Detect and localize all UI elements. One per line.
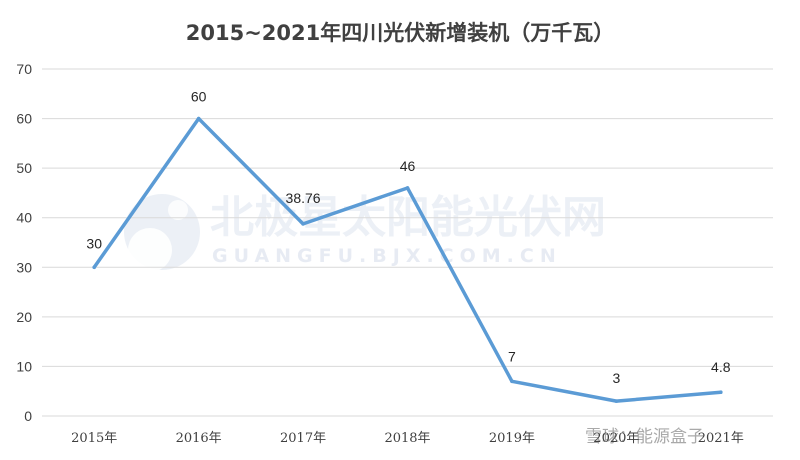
y-tick-label: 20	[16, 309, 32, 325]
data-label: 7	[508, 348, 516, 364]
x-tick-label: 2017年	[280, 431, 326, 446]
series-layer	[92, 116, 723, 403]
data-point	[614, 399, 619, 403]
watermark: 北极星太阳能光伏网 GUANGFU.BJX.COM.CN 雪球：能源盒子	[124, 192, 704, 447]
data-point	[510, 379, 514, 384]
y-tick-label: 0	[24, 408, 32, 424]
chart-title: 2015~2021年四川光伏新增装机（万千瓦）	[186, 21, 615, 45]
gridlines	[42, 68, 773, 417]
data-point	[92, 265, 97, 270]
data-label: 60	[191, 89, 207, 105]
x-tick-label: 2020年	[593, 431, 639, 446]
y-axis-ticks: 0 10 20 30 40 50 60 70	[16, 61, 32, 424]
data-label: 4.8	[711, 359, 731, 375]
x-tick-label: 2019年	[489, 431, 535, 446]
data-label: 30	[86, 235, 102, 251]
x-tick-label: 2018年	[384, 431, 430, 446]
watermark-domain: GUANGFU.BJX.COM.CN	[212, 245, 562, 267]
y-tick-label: 10	[16, 358, 32, 374]
data-label: 46	[400, 158, 416, 174]
data-point	[196, 116, 201, 121]
watermark-stamp: 雪球：能源盒子	[585, 427, 704, 447]
data-label: 38.76	[286, 190, 321, 206]
y-tick-label: 60	[16, 111, 32, 127]
data-point	[718, 390, 723, 395]
x-tick-label: 2015年	[71, 431, 117, 446]
data-labels: 30 60 38.76 46 7 3 4.8	[86, 89, 730, 387]
y-tick-label: 30	[16, 259, 32, 275]
y-tick-label: 40	[16, 210, 32, 226]
x-tick-label: 2021年	[698, 431, 744, 446]
y-tick-label: 50	[16, 160, 32, 176]
x-tick-label: 2016年	[176, 431, 222, 446]
y-tick-label: 70	[16, 61, 32, 77]
data-label: 3	[612, 370, 620, 386]
watermark-logo-icon	[124, 194, 200, 272]
data-point	[405, 186, 410, 190]
x-axis-ticks: 2015年 2016年 2017年 2018年 2019年 2020年 2021年	[71, 431, 744, 446]
data-point	[301, 222, 305, 226]
